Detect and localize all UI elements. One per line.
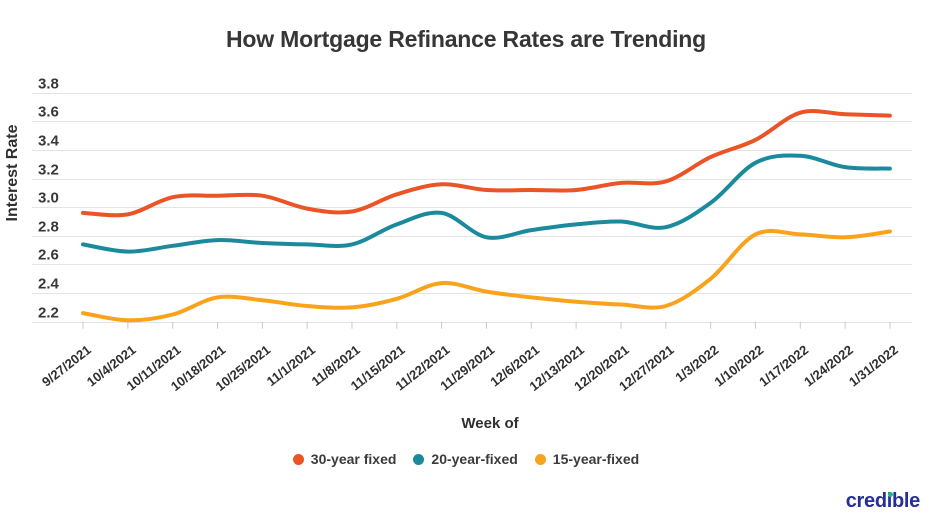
legend-dot-30-year-fixed xyxy=(292,453,304,465)
series-group xyxy=(81,109,892,323)
series-line-15-year-fixed xyxy=(81,229,892,323)
legend-item-15-year-fixed: 15-year-fixed xyxy=(534,451,640,467)
y-tick-labels-group: 3.8 3.6 3.4 3.2 3.0 2.8 2.6 2.4 2.2 xyxy=(38,76,60,322)
y-tick-label: 3.0 xyxy=(38,190,59,207)
x-tick-label: 11/1/2021 xyxy=(264,342,318,389)
legend-label-30-year-fixed: 30-year fixed xyxy=(310,451,397,467)
y-tick-label: 3.2 xyxy=(38,162,59,179)
gridlines-group xyxy=(32,93,912,323)
y-axis-title: Interest Rate xyxy=(4,124,21,221)
y-tick-label: 2.2 xyxy=(38,305,59,322)
credible-logo-text: credible xyxy=(845,490,921,512)
logo-i-dot xyxy=(887,492,893,497)
legend-dot-15-year-fixed xyxy=(534,453,546,465)
series-line-30-year-fixed xyxy=(81,109,892,218)
legend-label-20-year-fixed: 20-year-fixed xyxy=(431,451,518,467)
x-tick-label: 9/27/2021 xyxy=(39,342,94,389)
y-tick-label: 3.6 xyxy=(38,104,59,121)
legend-item-30-year-fixed: 30-year fixed xyxy=(292,451,397,467)
y-tick-label: 2.6 xyxy=(38,247,59,264)
x-tick-labels-group: 9/27/202110/4/202110/11/202110/18/202110… xyxy=(39,321,901,394)
series-line-20-year-fixed xyxy=(81,153,892,254)
y-tick-label: 2.8 xyxy=(38,219,59,236)
credible-logo: credible xyxy=(845,490,921,513)
y-tick-label: 2.4 xyxy=(38,276,60,293)
y-tick-label: 3.8 xyxy=(38,76,59,93)
x-axis-title: Week of xyxy=(461,415,519,432)
y-tick-label: 3.4 xyxy=(38,133,60,150)
chart-title: How Mortgage Refinance Rates are Trendin… xyxy=(225,26,706,52)
legend: 30-year fixed 20-year-fixed 15-year-fixe… xyxy=(0,451,932,467)
legend-dot-20-year-fixed xyxy=(413,453,425,465)
x-tick-label: 1/17/2022 xyxy=(756,342,811,389)
x-tick-label: 1/31/2022 xyxy=(846,342,901,389)
x-tick-label: 1/10/2022 xyxy=(711,342,766,389)
x-tick-label: 1/24/2022 xyxy=(801,342,856,389)
legend-item-20-year-fixed: 20-year-fixed xyxy=(413,451,518,467)
legend-label-15-year-fixed: 15-year-fixed xyxy=(552,451,640,467)
